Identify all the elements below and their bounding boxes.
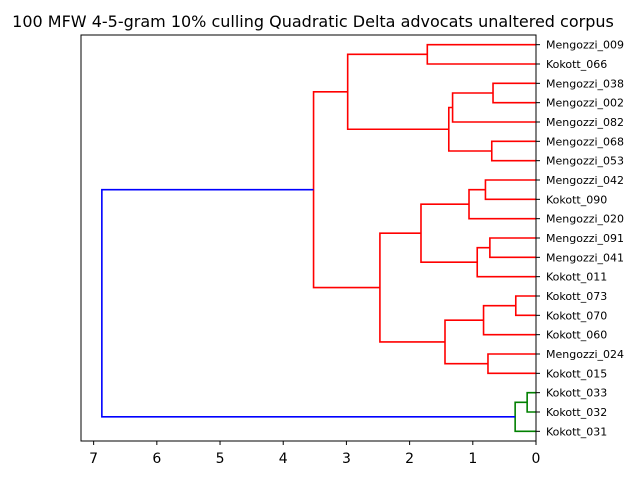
leaf-label: Mengozzi_024	[546, 348, 624, 361]
leaf-label: Kokott_032	[546, 406, 607, 419]
leaf-label: Mengozzi_042	[546, 174, 624, 187]
leaf-label: Kokott_011	[546, 271, 607, 284]
leaf-label: Kokott_060	[546, 329, 607, 342]
link-n20	[101, 188, 516, 418]
leaf-label: Mengozzi_002	[546, 97, 624, 110]
link-n6	[346, 53, 449, 131]
leaf-label: Kokott_073	[546, 290, 607, 303]
x-tick-label: 0	[532, 451, 541, 467]
leaf-label: Mengozzi_053	[546, 155, 624, 168]
x-tick-label: 1	[468, 451, 477, 467]
x-tick-label: 2	[405, 451, 414, 467]
leaf-label: Kokott_090	[546, 193, 607, 206]
link-n1	[426, 43, 536, 65]
link-n7	[484, 179, 536, 201]
leaf-label: Kokott_033	[546, 387, 607, 400]
leaf-label: Mengozzi_041	[546, 251, 624, 264]
x-tick-label: 4	[279, 451, 288, 467]
leaf-label: Mengozzi_020	[546, 213, 624, 226]
plot-frame	[80, 34, 537, 442]
link-n8	[468, 188, 536, 220]
link-n10	[476, 246, 536, 278]
link-n13	[482, 304, 536, 336]
link-n4	[490, 140, 536, 162]
link-n15	[444, 319, 488, 365]
leaf-label: Mengozzi_091	[546, 232, 624, 245]
link-n14	[487, 353, 536, 375]
leaf-label: Mengozzi_068	[546, 135, 624, 148]
leaf-label: Mengozzi_082	[546, 116, 624, 129]
link-n9	[489, 237, 536, 259]
leaf-label: Mengozzi_009	[546, 39, 624, 52]
link-n16	[379, 232, 445, 343]
link-n3	[451, 92, 536, 123]
link-n5	[447, 106, 492, 152]
x-axis: 7 6 5 4 3 2 1 0	[89, 441, 540, 467]
leaf-label: Kokott_066	[546, 58, 607, 71]
leaf-label: Kokott_015	[546, 367, 607, 380]
dendrogram-links	[101, 43, 536, 433]
link-n12	[514, 295, 536, 317]
leaf-label: Mengozzi_038	[546, 77, 624, 90]
link-n2	[492, 82, 536, 104]
leaf-labels: Mengozzi_009 Kokott_066 Mengozzi_038 Mengoz…	[536, 39, 624, 438]
link-n19	[514, 401, 536, 433]
x-tick-label: 3	[342, 451, 351, 467]
link-n17	[312, 90, 380, 289]
leaf-label: Kokott_070	[546, 309, 607, 322]
link-n18	[526, 391, 536, 413]
chart-title: 100 MFW 4-5-gram 10% culling Quadratic D…	[12, 12, 614, 31]
leaf-label: Kokott_031	[546, 425, 607, 438]
x-tick-label: 7	[89, 451, 98, 467]
x-tick-label: 5	[216, 451, 225, 467]
x-tick-label: 6	[152, 451, 161, 467]
